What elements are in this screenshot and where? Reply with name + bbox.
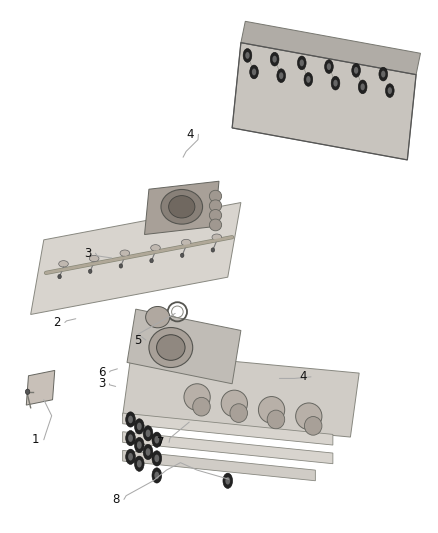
Text: 4: 4	[299, 370, 307, 383]
Ellipse shape	[134, 438, 144, 453]
Ellipse shape	[152, 432, 162, 447]
Ellipse shape	[333, 80, 338, 86]
Ellipse shape	[304, 417, 322, 435]
Ellipse shape	[245, 52, 250, 59]
Ellipse shape	[230, 404, 247, 422]
Text: 3: 3	[98, 377, 105, 390]
Ellipse shape	[181, 239, 191, 246]
Text: 3: 3	[84, 247, 91, 260]
Ellipse shape	[223, 473, 233, 488]
Ellipse shape	[25, 389, 30, 394]
Ellipse shape	[180, 253, 184, 257]
Ellipse shape	[128, 453, 133, 461]
Ellipse shape	[143, 445, 153, 459]
Ellipse shape	[381, 71, 385, 77]
Ellipse shape	[304, 72, 313, 86]
Ellipse shape	[209, 200, 222, 212]
Ellipse shape	[379, 67, 388, 81]
Ellipse shape	[306, 76, 311, 83]
Ellipse shape	[297, 56, 306, 70]
Ellipse shape	[89, 255, 99, 262]
Ellipse shape	[119, 264, 123, 268]
Polygon shape	[123, 432, 333, 464]
Polygon shape	[123, 450, 315, 481]
Ellipse shape	[270, 52, 279, 66]
Text: 4: 4	[187, 128, 194, 141]
Text: 6: 6	[98, 366, 106, 378]
Ellipse shape	[267, 410, 285, 429]
Ellipse shape	[88, 269, 92, 273]
Polygon shape	[127, 309, 241, 384]
Ellipse shape	[59, 261, 68, 267]
Ellipse shape	[126, 449, 135, 464]
Ellipse shape	[126, 431, 135, 446]
Polygon shape	[123, 352, 359, 437]
Ellipse shape	[161, 190, 202, 224]
Polygon shape	[123, 413, 333, 445]
Ellipse shape	[154, 472, 159, 479]
Ellipse shape	[137, 460, 141, 467]
Ellipse shape	[143, 426, 153, 441]
Ellipse shape	[156, 335, 185, 360]
Polygon shape	[31, 203, 241, 314]
Polygon shape	[145, 181, 219, 235]
Text: 1: 1	[32, 433, 40, 446]
Ellipse shape	[145, 430, 151, 437]
Ellipse shape	[154, 455, 159, 462]
Ellipse shape	[327, 63, 331, 70]
Ellipse shape	[212, 234, 222, 240]
Ellipse shape	[126, 412, 135, 427]
Ellipse shape	[58, 274, 61, 279]
Ellipse shape	[385, 84, 394, 98]
Ellipse shape	[352, 63, 360, 77]
Text: 7: 7	[157, 436, 165, 449]
Ellipse shape	[296, 403, 322, 430]
Ellipse shape	[152, 451, 162, 466]
Ellipse shape	[277, 69, 286, 83]
Ellipse shape	[137, 441, 141, 449]
Ellipse shape	[137, 423, 141, 430]
Ellipse shape	[128, 416, 133, 423]
Ellipse shape	[388, 87, 392, 94]
Ellipse shape	[325, 60, 333, 74]
Ellipse shape	[300, 60, 304, 66]
Text: 2: 2	[53, 316, 61, 329]
Ellipse shape	[250, 65, 258, 79]
Ellipse shape	[252, 69, 256, 75]
Ellipse shape	[209, 209, 222, 221]
Ellipse shape	[209, 190, 222, 202]
Ellipse shape	[149, 327, 193, 368]
Ellipse shape	[120, 250, 130, 256]
Ellipse shape	[209, 219, 222, 231]
Text: 8: 8	[113, 493, 120, 506]
Ellipse shape	[331, 76, 340, 90]
Ellipse shape	[145, 448, 151, 456]
Ellipse shape	[354, 67, 358, 74]
Polygon shape	[241, 21, 420, 75]
Ellipse shape	[134, 456, 144, 471]
Ellipse shape	[151, 245, 160, 251]
Ellipse shape	[358, 80, 367, 94]
Ellipse shape	[169, 196, 195, 218]
Ellipse shape	[279, 72, 283, 79]
Polygon shape	[232, 43, 416, 160]
Ellipse shape	[152, 468, 162, 483]
Ellipse shape	[154, 436, 159, 443]
Ellipse shape	[211, 248, 215, 252]
Ellipse shape	[272, 56, 277, 62]
Ellipse shape	[360, 84, 365, 90]
Ellipse shape	[145, 306, 170, 328]
Ellipse shape	[150, 259, 153, 263]
Ellipse shape	[193, 398, 210, 416]
Ellipse shape	[243, 49, 252, 62]
Ellipse shape	[184, 384, 210, 410]
Ellipse shape	[128, 434, 133, 442]
Ellipse shape	[221, 390, 247, 417]
Polygon shape	[26, 370, 55, 405]
Ellipse shape	[134, 419, 144, 434]
Text: 5: 5	[134, 334, 141, 346]
Ellipse shape	[258, 397, 285, 423]
Ellipse shape	[226, 477, 230, 484]
